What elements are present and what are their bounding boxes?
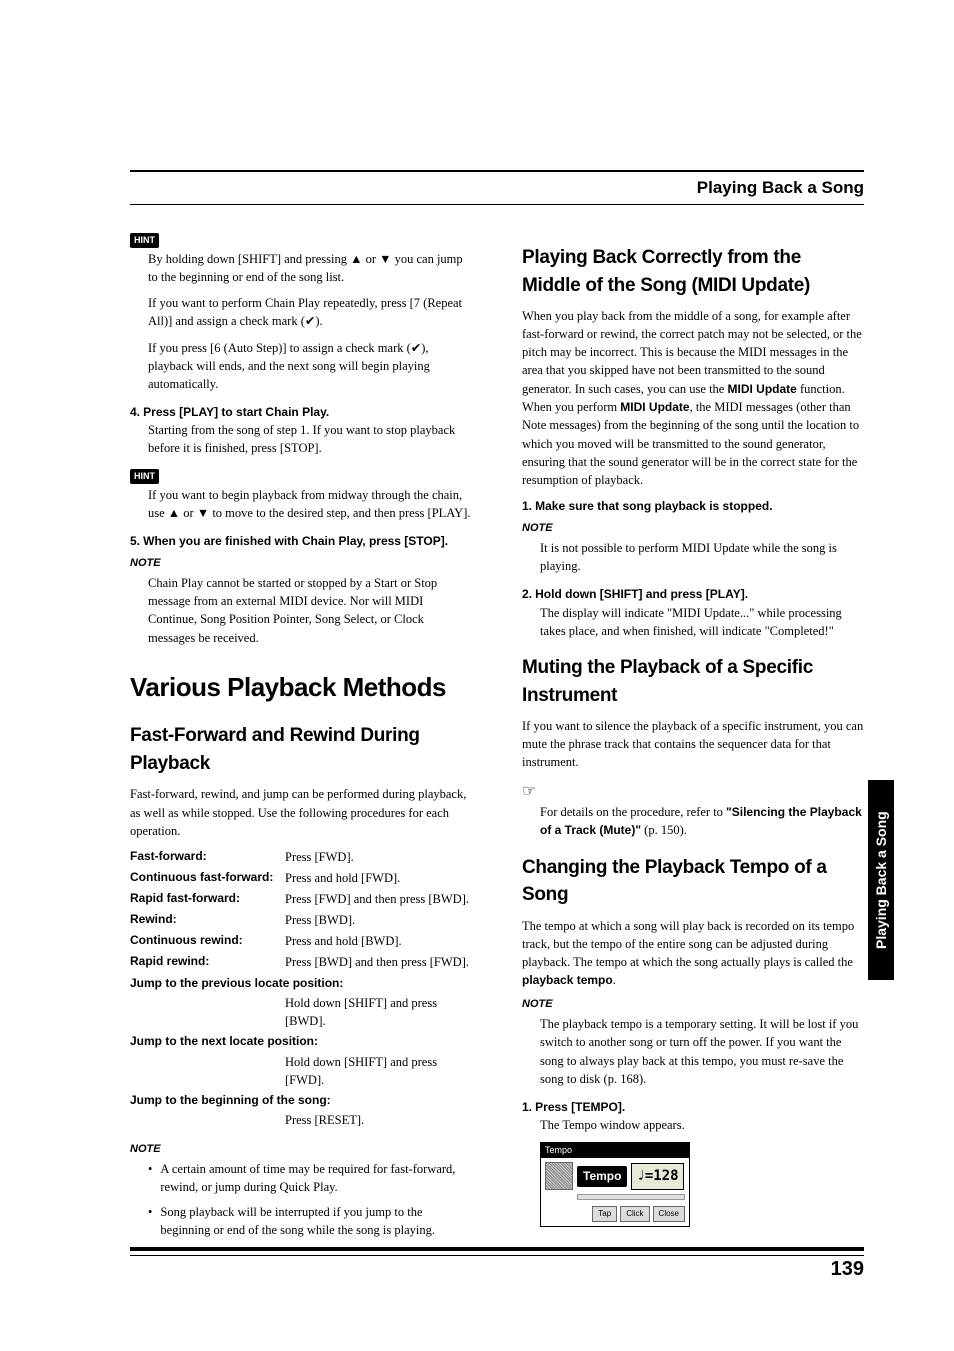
note-icon: NOTE [522,521,864,537]
step-1: 1. Make sure that song playback is stopp… [522,497,864,515]
note-icon: NOTE [130,1142,472,1158]
def-row: Rapid rewind:Press [BWD] and then press … [130,953,472,971]
step-number: 1. [522,1100,532,1114]
step-tempo: 1. Press [TEMPO]. The Tempo window appea… [522,1098,864,1135]
hint-block-1: By holding down [SHIFT] and pressing ▲ o… [148,250,472,393]
close-button: Close [653,1206,685,1222]
right-column: Playing Back Correctly from the Middle o… [512,230,864,1249]
def-label: Rapid rewind: [130,953,285,971]
step-number: 1. [522,499,532,513]
step-number: 5. [130,534,140,548]
note-block: A certain amount of time may be required… [148,1160,472,1239]
def-val: Hold down [SHIFT] and press [FWD]. [285,1053,472,1089]
def-val: Press [FWD] and then press [BWD]. [285,890,472,908]
def-val: Press [BWD] and then press [FWD]. [285,953,472,971]
def-val: Press [FWD]. [285,848,472,866]
def-row: Fast-forward:Press [FWD]. [130,848,472,866]
def-label: Fast-forward: [130,848,285,866]
ref-text: For details on the procedure, refer to "… [540,803,864,840]
side-tab: Playing Back a Song [868,780,894,980]
def-val: Press and hold [FWD]. [285,869,472,887]
heading-ff-rewind: Fast-Forward and Rewind During Playback [130,722,472,777]
tempo-value: ♩=128 [631,1163,683,1189]
footer-rule [130,1247,864,1251]
step-body: Starting from the song of step 1. If you… [148,421,472,457]
paragraph: When you play back from the middle of a … [522,307,864,489]
def-full: Jump to the beginning of the song: [130,1092,472,1109]
tempo-buttons: Tap Click Close [541,1204,689,1226]
step-2: 2. Hold down [SHIFT] and press [PLAY]. T… [522,585,864,640]
left-column: HINT By holding down [SHIFT] and pressin… [130,230,482,1249]
def-row: Continuous rewind:Press and hold [BWD]. [130,932,472,950]
note-icon: NOTE [130,556,472,572]
step-body: The Tempo window appears. [540,1116,864,1134]
paragraph: The tempo at which a song will play back… [522,917,864,990]
def-label: Continuous rewind: [130,932,285,950]
tempo-window-body: Tempo ♩=128 [541,1158,689,1194]
heading-midi-update: Playing Back Correctly from the Middle o… [522,244,864,299]
tempo-window: Tempo Tempo ♩=128 Tap Click Close [540,1142,690,1227]
def-label: Continuous fast-forward: [130,869,285,887]
hint-text: By holding down [SHIFT] and pressing ▲ o… [148,250,472,286]
step-body: The display will indicate "MIDI Update..… [540,604,864,640]
tap-button: Tap [592,1206,617,1222]
step-number: 4. [130,405,140,419]
header-title: Playing Back a Song [697,178,864,197]
ref-block: For details on the procedure, refer to "… [540,803,864,840]
def-full: Jump to the next locate position: [130,1033,472,1050]
hint-text: If you press [6 (Auto Step)] to assign a… [148,339,472,393]
bullet-item: A certain amount of time may be required… [148,1160,472,1196]
note-block: It is not possible to perform MIDI Updat… [540,539,864,575]
tempo-label: Tempo [577,1166,627,1187]
def-row: Continuous fast-forward:Press and hold [… [130,869,472,887]
step-title: Make sure that song playback is stopped. [535,499,772,513]
def-full: Jump to the previous locate position: [130,975,472,992]
tempo-slider [577,1194,685,1200]
def-val: Press [BWD]. [285,911,472,929]
step-title: Press [PLAY] to start Chain Play. [143,405,329,419]
step-title: When you are finished with Chain Play, p… [143,534,448,548]
paragraph: If you want to silence the playback of a… [522,717,864,771]
def-val: Press [RESET]. [285,1111,472,1129]
step-4: 4. Press [PLAY] to start Chain Play. Sta… [130,403,472,458]
bullet-item: Song playback will be interrupted if you… [148,1203,472,1239]
paragraph: Fast-forward, rewind, and jump can be pe… [130,785,472,839]
tempo-window-title: Tempo [541,1143,689,1158]
step-title: Press [TEMPO]. [535,1100,625,1114]
def-val: Hold down [SHIFT] and press [BWD]. [285,994,472,1030]
definition-list: Fast-forward:Press [FWD]. Continuous fas… [130,848,472,1130]
hint-icon: HINT [130,469,159,484]
page-number: 139 [831,1258,864,1281]
footer-rule-thin [130,1255,864,1256]
hint-icon: HINT [130,233,159,248]
metronome-icon [545,1162,573,1190]
step-5: 5. When you are finished with Chain Play… [130,532,472,550]
note-text: The playback tempo is a temporary settin… [540,1015,864,1088]
hint-text: If you want to begin playback from midwa… [148,486,472,522]
def-val: Press and hold [BWD]. [285,932,472,950]
hint-block-2: If you want to begin playback from midwa… [148,486,472,522]
note-block: Chain Play cannot be started or stopped … [148,574,472,647]
note-text: It is not possible to perform MIDI Updat… [540,539,864,575]
pointing-hand-icon [522,780,864,803]
step-number: 2. [522,587,532,601]
def-label: Rapid fast-forward: [130,890,285,908]
def-row: Rapid fast-forward:Press [FWD] and then … [130,890,472,908]
note-icon: NOTE [522,997,864,1013]
note-block: The playback tempo is a temporary settin… [540,1015,864,1088]
note-text: Chain Play cannot be started or stopped … [148,574,472,647]
hint-text: If you want to perform Chain Play repeat… [148,294,472,330]
def-label: Rewind: [130,911,285,929]
click-button: Click [620,1206,649,1222]
heading-various-playback: Various Playback Methods [130,669,472,707]
def-row: Rewind:Press [BWD]. [130,911,472,929]
step-title: Hold down [SHIFT] and press [PLAY]. [535,587,748,601]
heading-muting: Muting the Playback of a Specific Instru… [522,654,864,709]
heading-tempo: Changing the Playback Tempo of a Song [522,854,864,909]
page-header: Playing Back a Song [130,170,864,205]
content-columns: HINT By holding down [SHIFT] and pressin… [130,230,864,1249]
